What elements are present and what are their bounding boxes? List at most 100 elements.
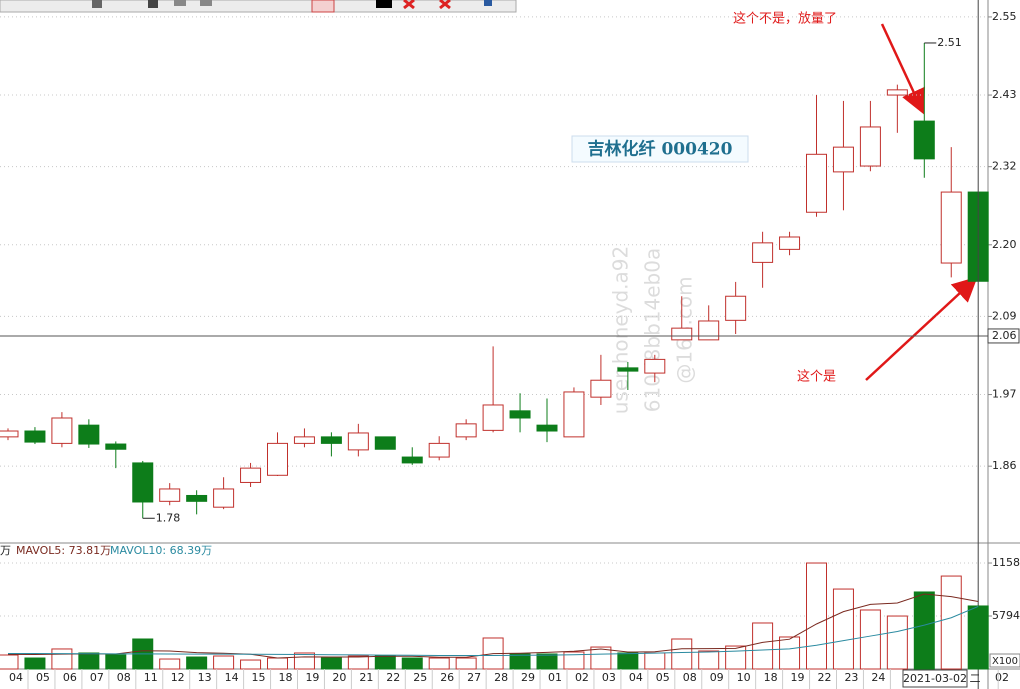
volume-bar <box>320 657 342 670</box>
x-tick-label: 27 <box>467 671 481 684</box>
volume-bar <box>509 653 531 670</box>
volume-label: 万 <box>0 544 11 557</box>
candle-body <box>940 191 962 264</box>
volume-bar <box>213 655 235 670</box>
x-tick-label: 14 <box>225 671 239 684</box>
candle-body <box>886 89 908 96</box>
x-tick-label: 09 <box>710 671 724 684</box>
volume-unit: X100 <box>992 656 1018 667</box>
candle-body <box>374 436 396 450</box>
volume-bar <box>293 652 315 670</box>
x-tick-label: 01 <box>548 671 562 684</box>
x-tick-label: 28 <box>494 671 508 684</box>
candle-body <box>51 417 73 444</box>
volume-bar <box>186 656 208 670</box>
x-tick-label: 03 <box>602 671 616 684</box>
high-label: 2.51 <box>937 36 962 49</box>
x-tick-label: 22 <box>818 671 832 684</box>
volume-bar <box>24 657 46 670</box>
y-tick-label: 2.20 <box>992 238 1017 251</box>
volume-bar <box>832 588 854 670</box>
crosshair-price-box <box>987 328 1020 344</box>
volume-bar <box>374 655 396 670</box>
volume-bar <box>590 646 612 670</box>
candle-body <box>590 379 612 398</box>
volume-bar <box>105 654 127 670</box>
crosshair-weekday: 二 <box>970 672 981 685</box>
volume-bar <box>967 605 989 670</box>
candle-body <box>617 367 639 372</box>
candle-body <box>105 443 127 450</box>
volume-bar <box>806 562 827 670</box>
x-tick-label: 19 <box>791 671 805 684</box>
x-tick-label: 04 <box>629 671 643 684</box>
y-tick-label: 2.43 <box>992 88 1017 101</box>
x-tick-label: 08 <box>117 671 131 684</box>
legend-entry: MAVOL10: 68.39万 <box>110 544 212 557</box>
volume-bar <box>267 657 288 670</box>
x-tick-label: 18 <box>279 671 293 684</box>
volume-bar <box>671 638 693 670</box>
candle-body <box>186 494 208 502</box>
candle-body <box>428 442 450 458</box>
toolbar <box>0 0 517 13</box>
x-tick-label: 20 <box>332 671 346 684</box>
arrow <box>880 23 925 115</box>
annotation: 这个是 <box>797 369 836 385</box>
y-tick-label: 2.09 <box>992 309 1017 322</box>
candle-body <box>752 242 774 263</box>
candle-body <box>159 488 181 502</box>
volume-bar <box>0 654 19 670</box>
annotation: 这个不是，放量了 <box>733 11 837 27</box>
candle-body <box>293 436 315 444</box>
volume-bar <box>698 650 720 670</box>
candle-body <box>0 430 19 438</box>
volume-bar <box>779 636 801 670</box>
x-tick-label: 11 <box>144 671 158 684</box>
x-tick-label: 12 <box>171 671 185 684</box>
watermark: 610d8bb14eb0a <box>641 248 665 412</box>
candle-body <box>24 430 46 443</box>
candle-body <box>913 120 935 160</box>
y-tick-label: 5794 <box>992 609 1020 622</box>
candle-body <box>509 410 531 419</box>
x-tick-label: 10 <box>737 671 751 684</box>
candle-body <box>536 424 558 432</box>
ma-line <box>7 593 979 659</box>
x-tick-label: 05 <box>656 671 670 684</box>
candle-body <box>563 391 585 438</box>
candle-body <box>725 295 747 321</box>
volume-bar <box>617 652 639 670</box>
crosshair-price: 2.06 <box>992 329 1017 342</box>
x-tick-label: 25 <box>413 671 427 684</box>
volume-bar <box>428 657 450 670</box>
volume-bar <box>563 651 585 670</box>
candle-body <box>267 442 288 476</box>
x-tick-label: 15 <box>252 671 266 684</box>
volume-bar <box>401 657 423 670</box>
candle-body <box>240 467 262 483</box>
volume-bar <box>752 622 774 670</box>
arrow <box>865 276 978 381</box>
x-tick-label: 29 <box>521 671 535 684</box>
ma-line <box>7 605 979 657</box>
candle-body <box>859 126 881 167</box>
candle-body <box>455 423 477 438</box>
volume-bar <box>940 575 962 670</box>
x-tick-label: 02 <box>575 671 589 684</box>
x-tick-label: 08 <box>683 671 697 684</box>
y-tick-label: 1.97 <box>992 388 1017 401</box>
candle-body <box>779 236 801 250</box>
x-tick-label: 26 <box>440 671 454 684</box>
x-tick-label: 13 <box>198 671 212 684</box>
x-tick-label: 24 <box>871 671 885 684</box>
y-tick-label: 1.86 <box>992 459 1017 472</box>
volume-bar <box>51 648 73 670</box>
x-tick-label: 22 <box>386 671 400 684</box>
x-tick-label: 07 <box>90 671 104 684</box>
crosshair-date: 2021-03-02 <box>903 672 967 685</box>
volume-bar <box>913 591 935 670</box>
x-tick-label: 04 <box>9 671 23 684</box>
